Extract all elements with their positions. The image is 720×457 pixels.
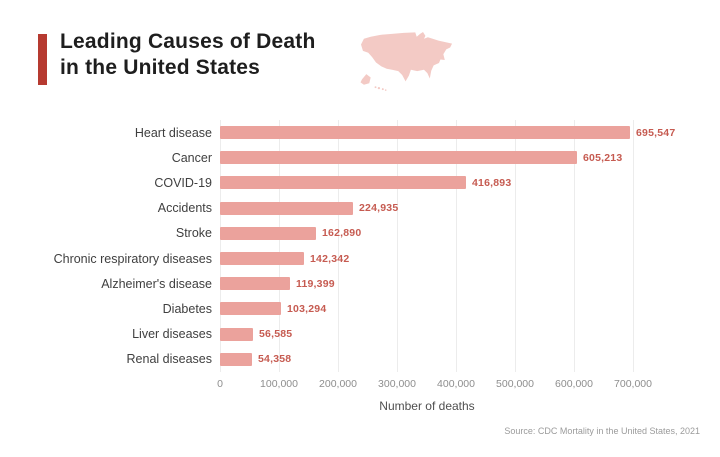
category-label: Accidents [157,201,212,216]
category-label: Liver diseases [132,327,212,342]
bar-track: 224,935 [220,196,720,221]
bar [220,352,252,366]
bar-track: 416,893 [220,170,720,195]
bar [220,176,466,190]
category-label: Chronic respiratory diseases [53,251,212,266]
category-label: Renal diseases [126,352,212,367]
bar-row: Cancer 605,213 [0,145,720,170]
value-label: 142,342 [310,252,350,265]
bar-row: Accidents 224,935 [0,196,720,221]
bar [220,327,253,341]
bar-track: 119,399 [220,271,720,296]
value-label: 162,890 [322,227,362,240]
bar [220,126,630,140]
x-axis-title: Number of deaths [379,399,475,413]
gridline [456,120,457,372]
bar [220,302,281,316]
bar-row: Liver diseases 56,585 [0,322,720,347]
x-axis: 0 100,000 200,000 300,000 400,000 500,000 600,… [217,378,652,392]
bar-row: Alzheimer's disease 119,399 [0,271,720,296]
category-label: Diabetes [162,301,212,316]
bar [220,252,304,266]
bar-rows: Heart disease 695,547 Cancer 605,213 COVID-1… [0,120,720,372]
bar-track: 162,890 [220,221,720,246]
title-accent-bar [38,34,47,85]
gridline [220,120,221,372]
bar-row: Diabetes 103,294 [0,296,720,321]
x-tick-label: 500,000 [496,378,534,390]
bar-track: 54,358 [220,347,720,372]
bar [220,151,577,165]
bar [220,201,353,215]
value-label: 103,294 [287,302,327,315]
bar-track: 142,342 [220,246,720,271]
bar [220,226,316,240]
bar-track: 605,213 [220,145,720,170]
gridline [397,120,398,372]
category-label: Alzheimer's disease [101,276,212,291]
x-tick-label: 0 [217,378,223,390]
x-tick-label: 400,000 [437,378,475,390]
value-label: 54,358 [258,353,292,366]
value-label: 695,547 [636,126,676,139]
bar-chart: Heart disease 695,547 Cancer 605,213 COVID-1… [0,120,720,420]
bar-row: Heart disease 695,547 [0,120,720,145]
bar-track: 56,585 [220,322,720,347]
category-label: Cancer [171,150,212,165]
title-line-2: in the United States [60,56,261,79]
bar-row: Chronic respiratory diseases 142,342 [0,246,720,271]
gridline [338,120,339,372]
gridlines [220,120,640,372]
value-label: 224,935 [359,202,399,215]
bar [220,277,290,291]
value-label: 56,585 [259,328,293,341]
x-tick-label: 100,000 [260,378,298,390]
bar-row: Renal diseases 54,358 [0,347,720,372]
gridline [279,120,280,372]
value-label: 119,399 [296,277,335,290]
us-map-icon [360,31,453,91]
title-line-1: Leading Causes of Death [60,30,316,53]
bar-track: 695,547 [220,120,720,145]
page-title: Leading Causes of Death in the United St… [60,29,315,81]
x-tick-label: 300,000 [378,378,416,390]
category-label: COVID-19 [154,175,212,190]
category-label: Heart disease [134,125,212,140]
value-label: 605,213 [583,151,623,164]
bar-row: Stroke 162,890 [0,221,720,246]
x-tick-label: 200,000 [319,378,357,390]
gridline [515,120,516,372]
category-label: Stroke [175,226,212,241]
bar-track: 103,294 [220,296,720,321]
bar-row: COVID-19 416,893 [0,170,720,195]
gridline [574,120,575,372]
x-tick-label: 600,000 [555,378,593,390]
source-note: Source: CDC Mortality in the United Stat… [504,426,700,436]
gridline [633,120,634,372]
value-label: 416,893 [472,176,512,189]
x-tick-label: 700,000 [614,378,652,390]
